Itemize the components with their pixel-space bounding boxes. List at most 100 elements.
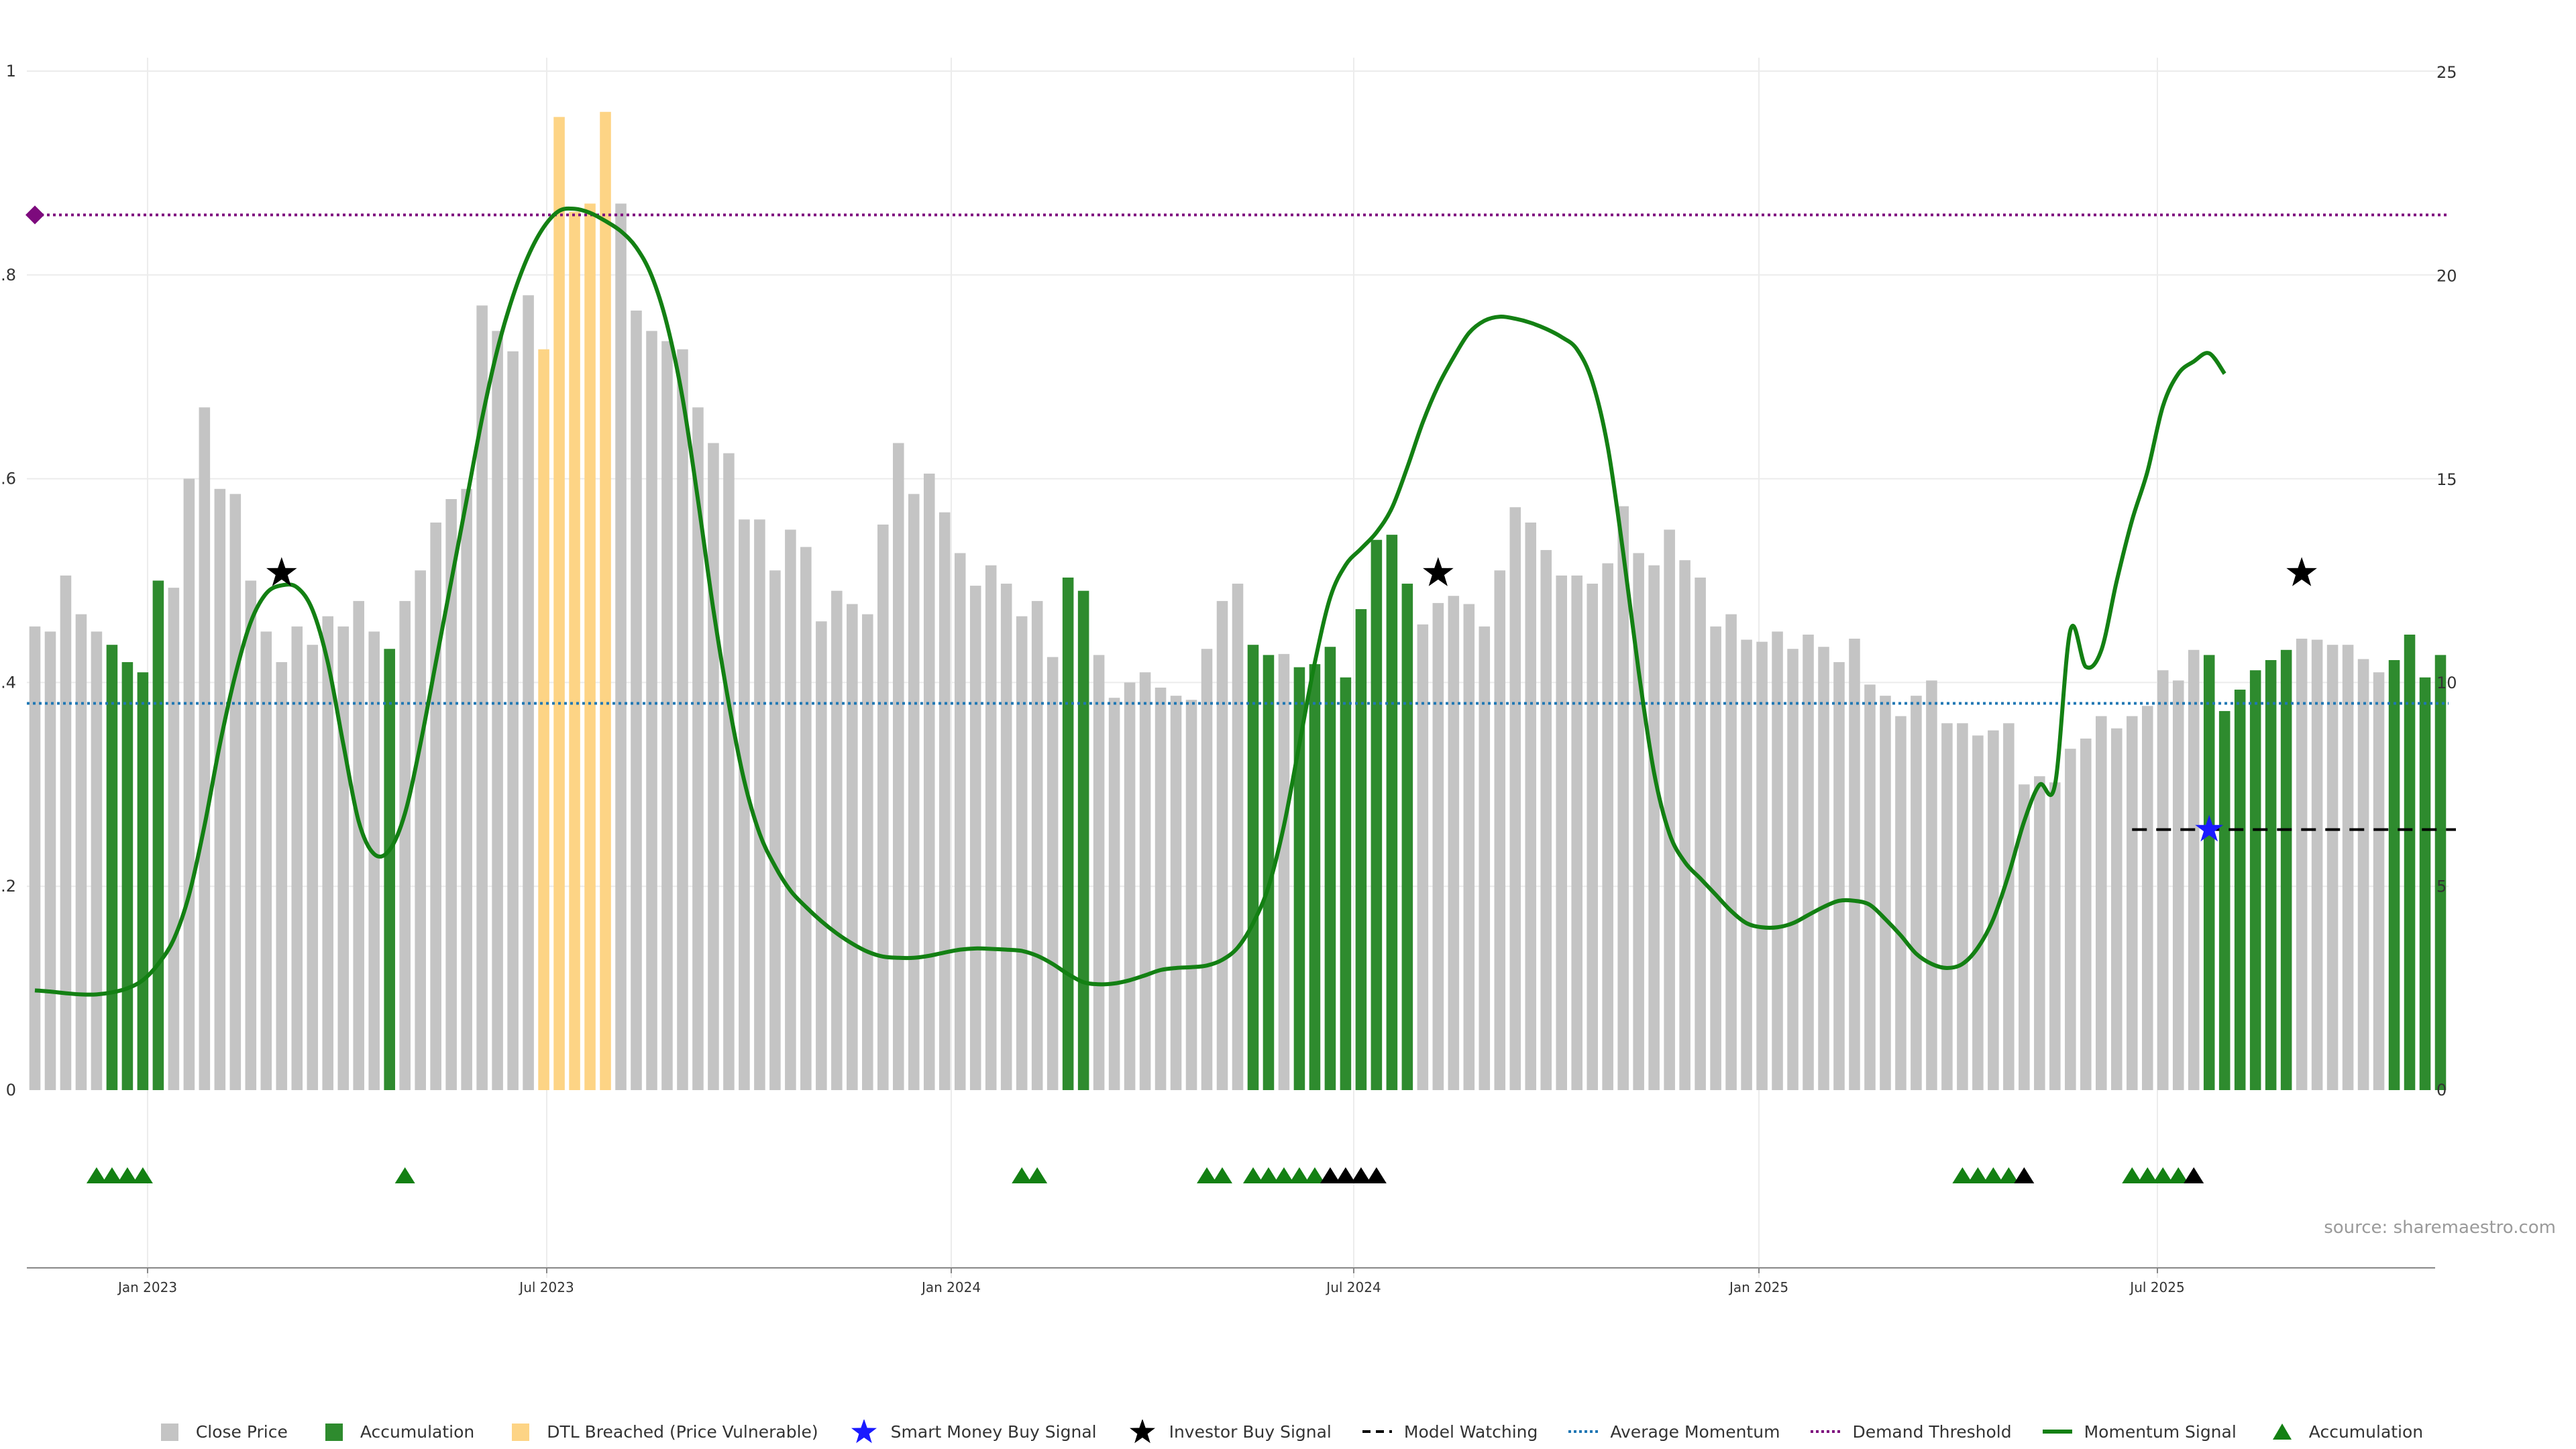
legend-label: Demand Threshold — [1852, 1421, 2012, 1442]
price-bar — [2249, 670, 2261, 1090]
price-bar — [1340, 677, 1352, 1090]
price-bar — [1895, 716, 1907, 1090]
legend-label: Smart Money Buy Signal — [890, 1421, 1097, 1442]
price-bar — [121, 662, 133, 1090]
price-bar — [1324, 647, 1336, 1090]
price-bar — [229, 494, 241, 1090]
price-bar — [2234, 690, 2246, 1090]
smart-money-buy-signal-star — [2195, 814, 2224, 842]
accumulation-marker — [86, 1167, 107, 1183]
price-bar — [507, 351, 519, 1090]
price-bar — [1833, 662, 1845, 1090]
demand-threshold-diamond — [25, 205, 44, 225]
price-bar — [769, 570, 781, 1090]
price-bar — [1077, 590, 1089, 1090]
price-bar — [44, 631, 56, 1090]
accumulation-marker — [1012, 1167, 1032, 1183]
price-bar — [2141, 706, 2153, 1090]
accumulation-marker — [2137, 1167, 2158, 1183]
price-bar — [152, 580, 164, 1090]
y-right-tick-label: 25 — [2436, 63, 2457, 82]
price-bar — [877, 524, 889, 1090]
accumulation-marker-black — [1335, 1167, 1356, 1183]
price-bar — [1540, 549, 1552, 1090]
price-bar — [415, 570, 426, 1090]
price-bar — [2296, 639, 2308, 1090]
accumulation-marker — [132, 1167, 153, 1183]
price-bar — [631, 310, 642, 1091]
price-bar — [1525, 522, 1537, 1090]
legend-swatch — [1568, 1430, 1599, 1433]
price-bar — [646, 331, 657, 1091]
price-bar — [2419, 677, 2431, 1090]
price-bar — [1031, 600, 1043, 1090]
y-right-tick-label: 20 — [2436, 266, 2457, 285]
price-bar — [523, 295, 534, 1091]
price-bar — [106, 645, 118, 1090]
price-bar — [445, 498, 457, 1090]
legend-label: Close Price — [195, 1421, 288, 1442]
legend-label: Accumulation — [2308, 1421, 2424, 1442]
price-bar — [2019, 784, 2030, 1090]
price-bar — [2188, 649, 2200, 1090]
legend-swatch — [1362, 1430, 1392, 1433]
legend-item-model: Model Watching — [1361, 1419, 1538, 1444]
price-bar — [1139, 672, 1151, 1090]
price-bar — [1648, 565, 1660, 1090]
price-bar — [1772, 631, 1783, 1090]
price-bar — [1247, 645, 1259, 1090]
accumulation-marker — [1304, 1167, 1325, 1183]
accumulation-marker — [1027, 1167, 1048, 1183]
price-bar — [661, 341, 673, 1090]
price-bar — [2218, 710, 2231, 1090]
price-bar — [2080, 738, 2092, 1090]
price-bar — [2096, 716, 2107, 1090]
price-bar — [954, 553, 966, 1090]
price-bar — [353, 600, 365, 1090]
price-bar — [492, 331, 503, 1091]
y-left-tick-label: 0.8 — [0, 266, 16, 284]
y-left-tick-label: 0.4 — [0, 673, 16, 692]
legend-label: Accumulation — [360, 1421, 475, 1442]
price-bar — [584, 203, 596, 1091]
price-bar — [1108, 698, 1120, 1090]
price-bar — [2034, 776, 2045, 1090]
legend-triangle — [2272, 1424, 2292, 1440]
legend-item-investor: Investor Buy Signal — [1126, 1419, 1332, 1444]
price-bar — [2049, 782, 2061, 1090]
price-bar — [430, 522, 441, 1090]
legend-item-accumulation-marker: Accumulation — [2266, 1419, 2423, 1444]
price-bar — [399, 600, 411, 1090]
price-bar — [923, 474, 935, 1090]
y-left-tick-label: 1 — [6, 62, 16, 80]
price-bar — [75, 614, 87, 1090]
price-bar — [1988, 730, 1999, 1090]
close-price-bars — [29, 111, 2447, 1091]
price-bar — [862, 614, 873, 1090]
price-bar — [1602, 563, 1613, 1090]
price-bar — [1309, 664, 1321, 1090]
y-right-tick-label: 10 — [2436, 674, 2457, 692]
accumulation-marker — [1258, 1167, 1279, 1183]
accumulation-marker — [1952, 1167, 1973, 1183]
price-bar — [1093, 655, 1105, 1090]
price-bar — [2003, 723, 2015, 1090]
price-bar — [307, 645, 319, 1090]
price-bar — [1232, 584, 1244, 1090]
price-bar — [1448, 596, 1460, 1090]
source-text: source: sharemaestro.com — [2324, 1218, 2556, 1238]
accumulation-marker — [1212, 1167, 1233, 1183]
price-bar — [816, 621, 827, 1090]
price-bar — [2311, 639, 2323, 1090]
price-bar — [60, 575, 72, 1090]
price-bar — [1386, 535, 1398, 1090]
legend-swatch — [2042, 1430, 2072, 1434]
accumulation-marker — [101, 1167, 122, 1183]
price-bar — [1926, 680, 1937, 1090]
price-bar — [1617, 506, 1629, 1090]
accumulation-marker — [117, 1167, 138, 1183]
price-bar — [2280, 649, 2292, 1090]
accumulation-marker-black — [1320, 1167, 1340, 1183]
price-bar — [168, 588, 180, 1090]
